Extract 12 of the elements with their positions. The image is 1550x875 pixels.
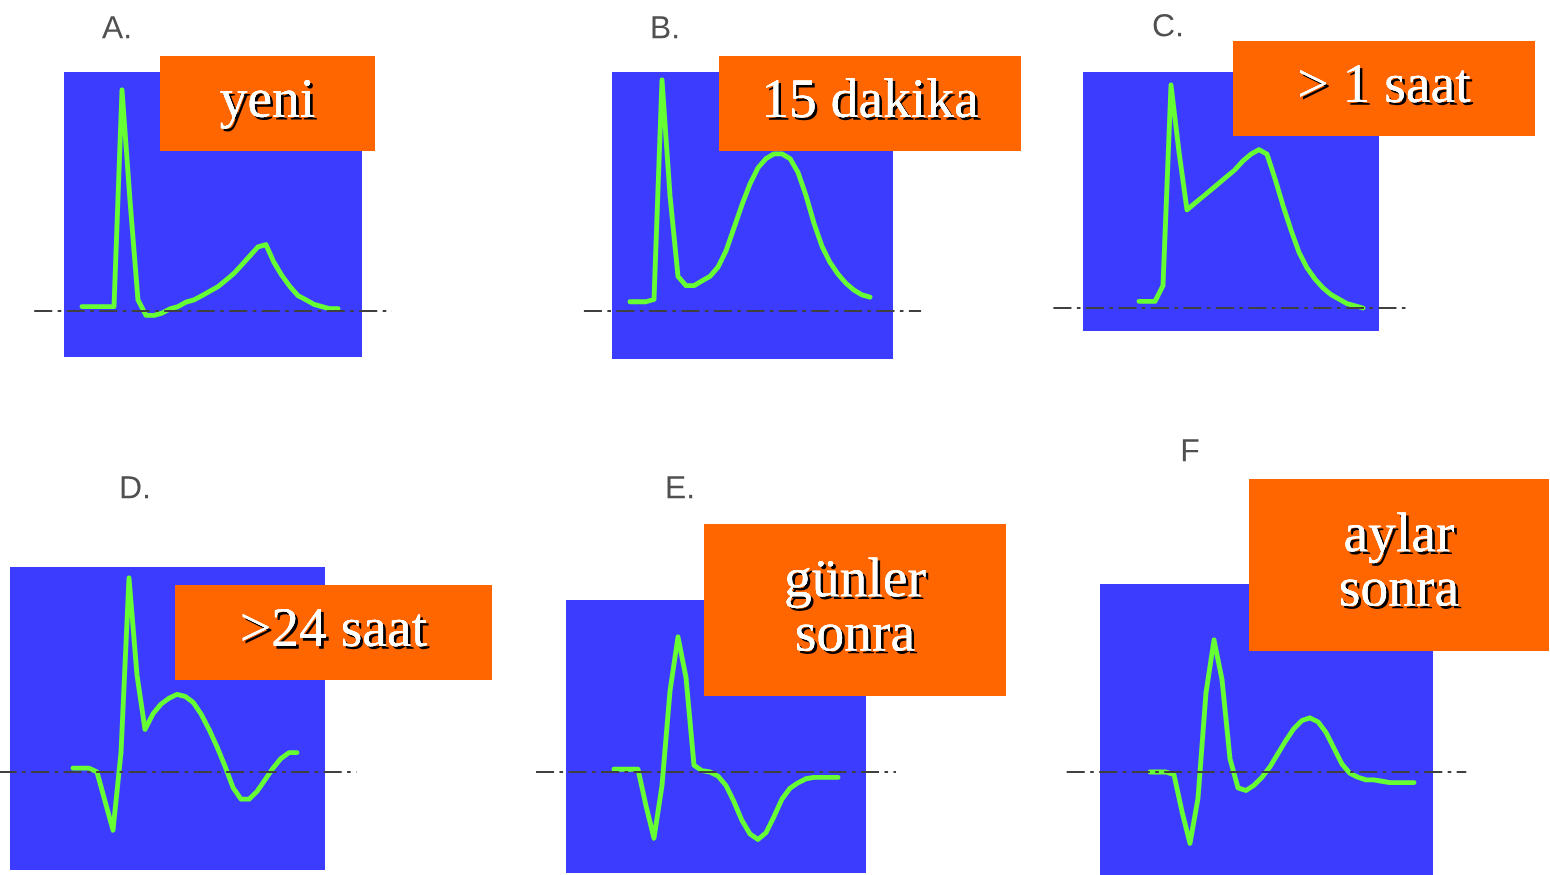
annotation: 15 dakika — [766, 78, 981, 121]
chart-title: E. — [667, 476, 693, 499]
chart-title: A. — [101, 16, 130, 39]
annotation: > 1 saat — [1300, 65, 1474, 106]
chart-title: B. — [652, 16, 678, 39]
chart-title: F — [1182, 439, 1199, 462]
text: aylar sonra — [1341, 512, 1462, 609]
chart-title: C. — [1153, 13, 1182, 37]
annotation: günler sonra — [786, 557, 929, 654]
chart-title: D. — [121, 476, 149, 499]
annotation: >24 saat — [242, 609, 430, 650]
annotation: yeni — [220, 79, 318, 132]
